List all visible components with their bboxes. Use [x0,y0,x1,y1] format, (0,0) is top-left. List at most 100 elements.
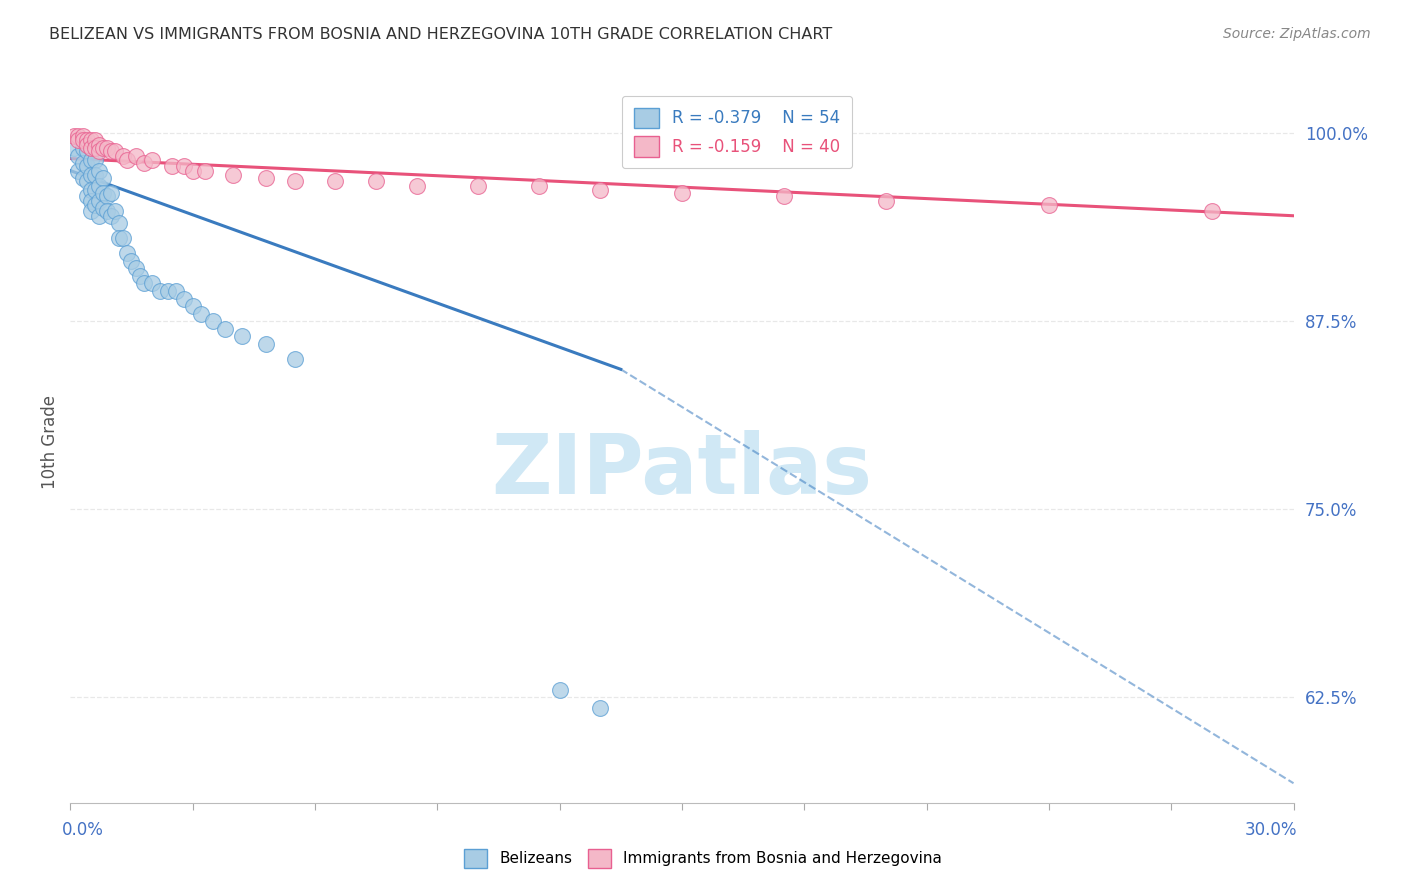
Point [91,186,114,201]
Point [83,183,105,197]
Point [67,148,90,162]
Point [284,351,307,366]
Point [254,336,277,351]
Point [79,153,103,167]
Point [1038,198,1060,212]
Point [284,174,307,188]
Point [231,329,253,343]
Point [67,133,90,147]
Point [87,209,110,223]
Point [467,178,489,193]
Point [181,163,204,178]
Point [141,277,163,291]
Point [100,186,122,201]
Point [83,168,105,182]
Point [76,138,98,153]
Text: 30.0%: 30.0% [1246,821,1298,838]
Point [72,156,94,170]
Point [124,261,146,276]
Point [875,194,897,208]
Point [112,231,135,245]
Point [117,153,139,167]
Text: ZIPatlas: ZIPatlas [492,430,872,511]
Point [222,168,245,182]
Point [165,284,187,298]
Point [72,141,94,155]
Point [79,141,103,155]
Point [773,189,796,203]
Point [104,204,127,219]
Point [194,163,217,178]
Point [79,133,103,147]
Point [83,133,105,147]
Point [72,128,94,143]
Point [548,682,571,697]
Point [76,144,98,158]
Point [83,153,105,167]
Point [108,231,131,245]
Legend: Belizeans, Immigrants from Bosnia and Herzegovina: Belizeans, Immigrants from Bosnia and He… [458,843,948,873]
Point [83,141,105,155]
Point [104,144,127,158]
Point [96,204,118,219]
Point [124,148,146,162]
Point [79,141,103,155]
Point [323,174,347,188]
Point [173,159,195,173]
Point [79,194,103,208]
Point [67,163,90,178]
Point [91,201,114,215]
Point [366,174,388,188]
Point [162,159,183,173]
Point [76,159,98,173]
Point [79,168,103,182]
Point [100,209,122,223]
Point [671,186,693,201]
Point [157,284,180,298]
Point [63,128,86,143]
Point [589,701,612,715]
Point [112,148,135,162]
Point [87,138,110,153]
Point [190,307,212,321]
Point [529,178,551,193]
Point [87,163,110,178]
Point [67,128,90,143]
Point [149,284,172,298]
Point [108,216,131,230]
Point [87,194,110,208]
Y-axis label: 10th Grade: 10th Grade [41,394,59,489]
Point [76,133,98,147]
Point [254,171,277,186]
Point [181,299,204,313]
Point [76,189,98,203]
Point [132,156,155,170]
Point [141,153,163,167]
Point [117,246,139,260]
Point [76,174,98,188]
Point [87,178,110,193]
Point [83,198,105,212]
Point [87,144,110,158]
Point [406,178,429,193]
Point [72,133,94,147]
Point [214,321,236,335]
Text: BELIZEAN VS IMMIGRANTS FROM BOSNIA AND HERZEGOVINA 10TH GRADE CORRELATION CHART: BELIZEAN VS IMMIGRANTS FROM BOSNIA AND H… [49,27,832,42]
Point [91,141,114,155]
Text: 0.0%: 0.0% [62,821,104,838]
Point [128,268,150,283]
Point [121,253,143,268]
Legend: R = -0.379    N = 54, R = -0.159    N = 40: R = -0.379 N = 54, R = -0.159 N = 40 [621,95,852,169]
Point [1201,204,1223,219]
Point [173,292,195,306]
Point [79,204,103,219]
Point [96,189,118,203]
Point [79,183,103,197]
Text: Source: ZipAtlas.com: Source: ZipAtlas.com [1223,27,1371,41]
Point [202,314,225,328]
Point [63,141,86,155]
Point [96,141,118,155]
Point [91,171,114,186]
Point [72,171,94,186]
Point [132,277,155,291]
